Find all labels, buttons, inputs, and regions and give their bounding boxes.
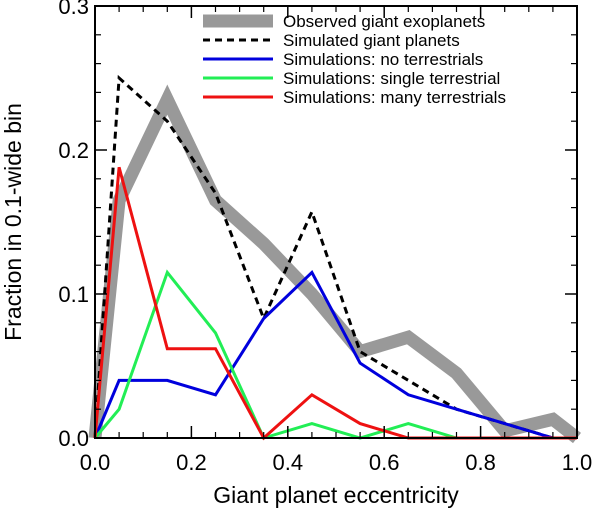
y-tick-label: 0.2 (58, 138, 89, 163)
x-tick-label: 0.0 (80, 450, 111, 475)
y-tick-label: 0.3 (58, 0, 89, 19)
y-tick-label: 0.1 (58, 282, 89, 307)
x-axis-label: Giant planet eccentricity (213, 482, 459, 508)
series-line-2 (93, 74, 577, 440)
y-tick-label: 0.0 (58, 426, 89, 451)
legend-label-3: Simulations: no terrestrials (283, 50, 483, 69)
legend-label-1: Observed giant exoplanets (283, 12, 485, 31)
series-line-4 (93, 269, 577, 440)
plot-area (88, 74, 581, 444)
x-tick-label: 0.8 (465, 450, 496, 475)
legend-label-2: Simulated giant planets (283, 31, 460, 50)
legend-label-4: Simulations: single terrestrial (283, 69, 500, 88)
y-axis-label: Fraction in 0.1-wide bin (0, 103, 26, 341)
x-tick-label: 0.6 (369, 450, 400, 475)
series-line-5 (93, 166, 577, 441)
series-line-3 (93, 269, 577, 440)
legend-label-5: Simulations: many terrestrials (283, 88, 506, 107)
x-tick-label: 0.2 (176, 450, 207, 475)
x-tick-label: 1.0 (562, 450, 593, 475)
series-line-1 (88, 84, 581, 444)
axis-ticks: 0.0 0.2 0.4 0.6 0.8 1.0 0.0 0.1 0.2 0.3 (58, 0, 592, 475)
x-tick-label: 0.4 (273, 450, 304, 475)
